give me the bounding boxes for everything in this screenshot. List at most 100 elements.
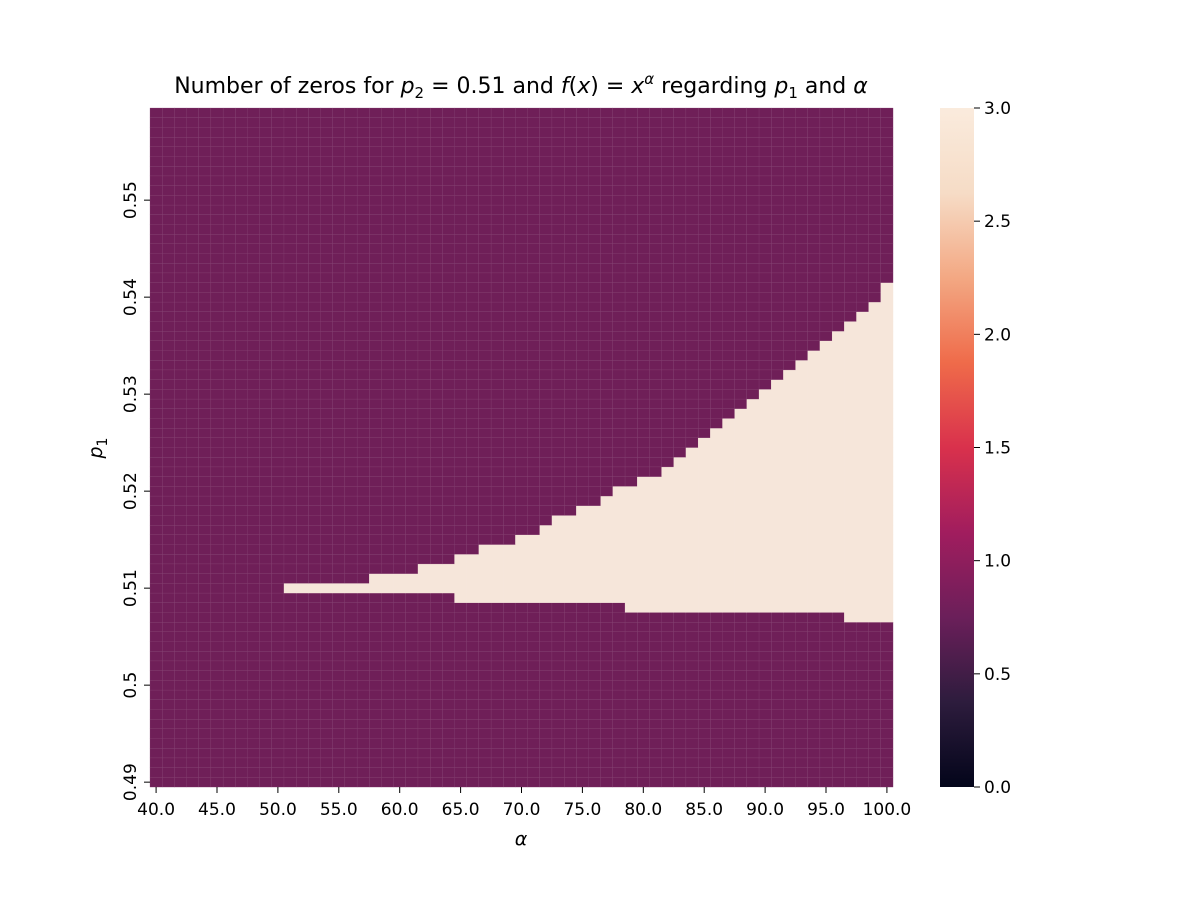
heatmap-cell: [417, 369, 431, 380]
heatmap-cell: [734, 544, 748, 555]
heatmap-cell: [539, 350, 553, 361]
heatmap-cell: [417, 777, 431, 788]
heatmap-cell: [430, 311, 443, 322]
heatmap-cell: [697, 573, 711, 584]
heatmap-cell: [222, 621, 236, 632]
heatmap-cell: [661, 583, 674, 594]
y-tick-label: 0.51: [121, 569, 141, 607]
heatmap-cell: [442, 437, 455, 448]
heatmap-cell: [454, 495, 467, 506]
heatmap-cell: [795, 156, 808, 167]
heatmap-cell: [722, 224, 735, 235]
heatmap-cell: [527, 311, 540, 322]
heatmap-cell: [734, 689, 748, 700]
heatmap-cell: [222, 641, 236, 652]
heatmap-cell: [308, 350, 321, 361]
heatmap-cell: [149, 233, 163, 244]
heatmap-cell: [393, 515, 406, 526]
heatmap-cell: [149, 146, 163, 157]
heatmap-cell: [624, 689, 638, 700]
heatmap-cell: [539, 156, 553, 167]
heatmap-cell: [356, 573, 370, 584]
heatmap-cell: [771, 583, 784, 594]
heatmap-cell: [746, 136, 760, 147]
heatmap-cell: [503, 418, 516, 429]
heatmap-cell: [296, 689, 309, 700]
heatmap-cell: [235, 136, 248, 147]
heatmap-cell: [490, 224, 504, 235]
heatmap-cell: [222, 156, 236, 167]
y-tick-label: 0.54: [121, 278, 141, 316]
heatmap-cell: [624, 447, 638, 458]
heatmap-cell: [186, 117, 199, 128]
heatmap-cell: [746, 156, 760, 167]
heatmap-cell: [344, 728, 358, 739]
heatmap-cell: [685, 670, 699, 681]
heatmap-cell: [442, 427, 455, 438]
heatmap-cell: [442, 166, 455, 177]
heatmap-cell: [612, 554, 626, 565]
heatmap-cell: [661, 466, 674, 477]
heatmap-cell: [210, 544, 224, 555]
heatmap-cell: [637, 166, 650, 177]
heatmap-cell: [527, 204, 540, 215]
heatmap-cell: [490, 107, 504, 118]
heatmap-cell: [746, 437, 760, 448]
heatmap-cell: [600, 214, 614, 225]
heatmap-cell: [868, 136, 881, 147]
heatmap-cell: [624, 699, 638, 710]
heatmap-cell: [807, 777, 821, 788]
heatmap-cell: [734, 360, 748, 371]
heatmap-cell: [296, 515, 309, 526]
heatmap-cell: [344, 398, 358, 409]
heatmap-cell: [758, 379, 772, 390]
heatmap-cell: [697, 233, 711, 244]
heatmap-cell: [685, 524, 699, 535]
heatmap-cell: [722, 767, 735, 778]
heatmap-cell: [588, 166, 601, 177]
heatmap-cell: [661, 563, 674, 574]
heatmap-cell: [527, 146, 540, 157]
heatmap-cell: [356, 360, 370, 371]
heatmap-cell: [576, 408, 589, 419]
heatmap-cell: [819, 437, 833, 448]
heatmap-cell: [746, 146, 760, 157]
heatmap-cell: [771, 360, 784, 371]
heatmap-cell: [320, 631, 333, 642]
heatmap-cell: [417, 166, 431, 177]
heatmap-cell: [624, 427, 638, 438]
heatmap-cell: [844, 524, 857, 535]
heatmap-cell: [235, 185, 248, 196]
heatmap-cell: [564, 476, 577, 487]
heatmap-cell: [162, 534, 175, 545]
heatmap-cell: [844, 495, 857, 506]
heatmap-cell: [527, 107, 540, 118]
heatmap-cell: [442, 573, 455, 584]
heatmap-cell: [466, 301, 480, 312]
heatmap-cell: [430, 233, 443, 244]
heatmap-cell: [466, 398, 480, 409]
heatmap-cell: [454, 146, 467, 157]
heatmap-cell: [661, 185, 674, 196]
heatmap-cell: [856, 447, 869, 458]
heatmap-cell: [162, 301, 175, 312]
heatmap-cell: [296, 777, 309, 788]
heatmap-cell: [661, 680, 674, 691]
heatmap-cell: [819, 243, 833, 254]
heatmap-cell: [271, 554, 285, 565]
heatmap-cell: [734, 524, 748, 535]
heatmap-cell: [539, 573, 553, 584]
heatmap-cell: [198, 748, 212, 759]
heatmap-cell: [369, 718, 382, 729]
heatmap-cell: [819, 214, 833, 225]
heatmap-cell: [417, 398, 431, 409]
heatmap-cell: [356, 612, 370, 623]
heatmap-cell: [174, 156, 187, 167]
heatmap-cell: [430, 660, 443, 671]
heatmap-cell: [685, 136, 699, 147]
heatmap-cell: [624, 680, 638, 691]
heatmap-cell: [503, 107, 516, 118]
heatmap-cell: [697, 602, 711, 613]
heatmap-cell: [381, 738, 394, 749]
heatmap-cell: [515, 651, 528, 662]
